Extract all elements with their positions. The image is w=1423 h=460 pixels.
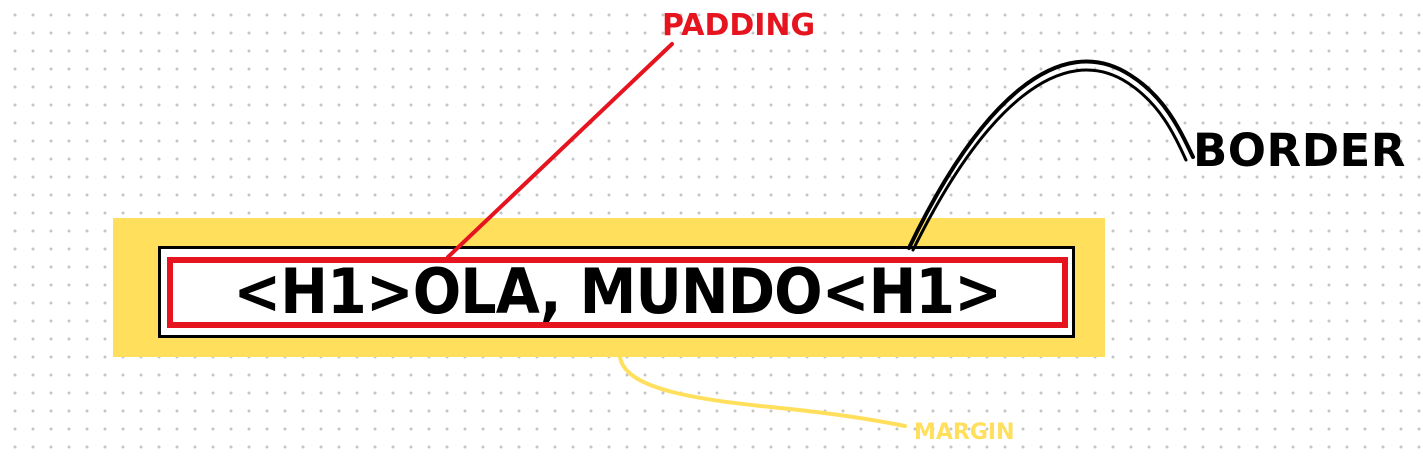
padding-pointer-line bbox=[446, 42, 674, 259]
border-pointer-line-outer bbox=[907, 59, 1195, 250]
padding-area bbox=[167, 257, 1068, 328]
border-pointer-line-inner bbox=[911, 68, 1188, 252]
padding-label: PADDING bbox=[662, 8, 816, 43]
border-label: BORDER bbox=[1193, 124, 1406, 177]
h1-content-text: <H1>OLA, MUNDO<H1> bbox=[233, 255, 1003, 328]
content-area: <H1>OLA, MUNDO<H1> bbox=[167, 256, 1068, 328]
margin-pointer-line bbox=[618, 355, 907, 428]
margin-label: MARGIN bbox=[914, 420, 1015, 445]
